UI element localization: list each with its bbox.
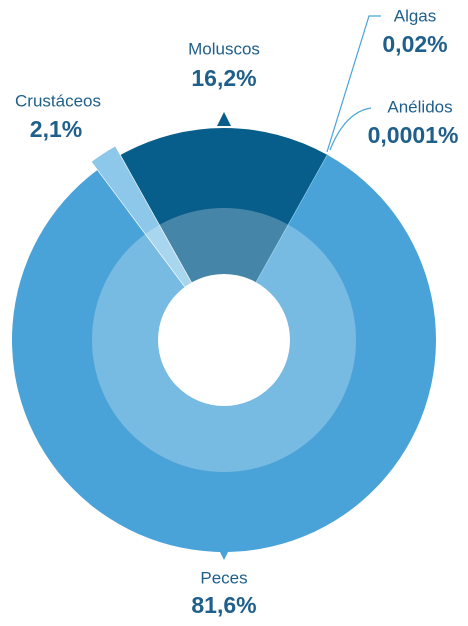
value-label: 81,6% [191,592,256,618]
pointer [217,546,231,560]
hole [158,274,290,406]
label: Anélidos [387,97,452,116]
leader-line [326,15,381,153]
value-label: 0,02% [382,31,447,57]
slice [91,146,219,332]
label: Crustáceos [15,91,101,110]
label: Moluscos [188,39,260,58]
label: Algas [394,6,437,25]
value-label: 2,1% [30,116,82,142]
pointer [217,112,231,126]
label: Peces [200,568,247,587]
value-label: 16,2% [191,65,256,91]
value-label: 0,0001% [368,122,459,148]
leader-line [329,107,372,151]
slice [120,128,328,340]
